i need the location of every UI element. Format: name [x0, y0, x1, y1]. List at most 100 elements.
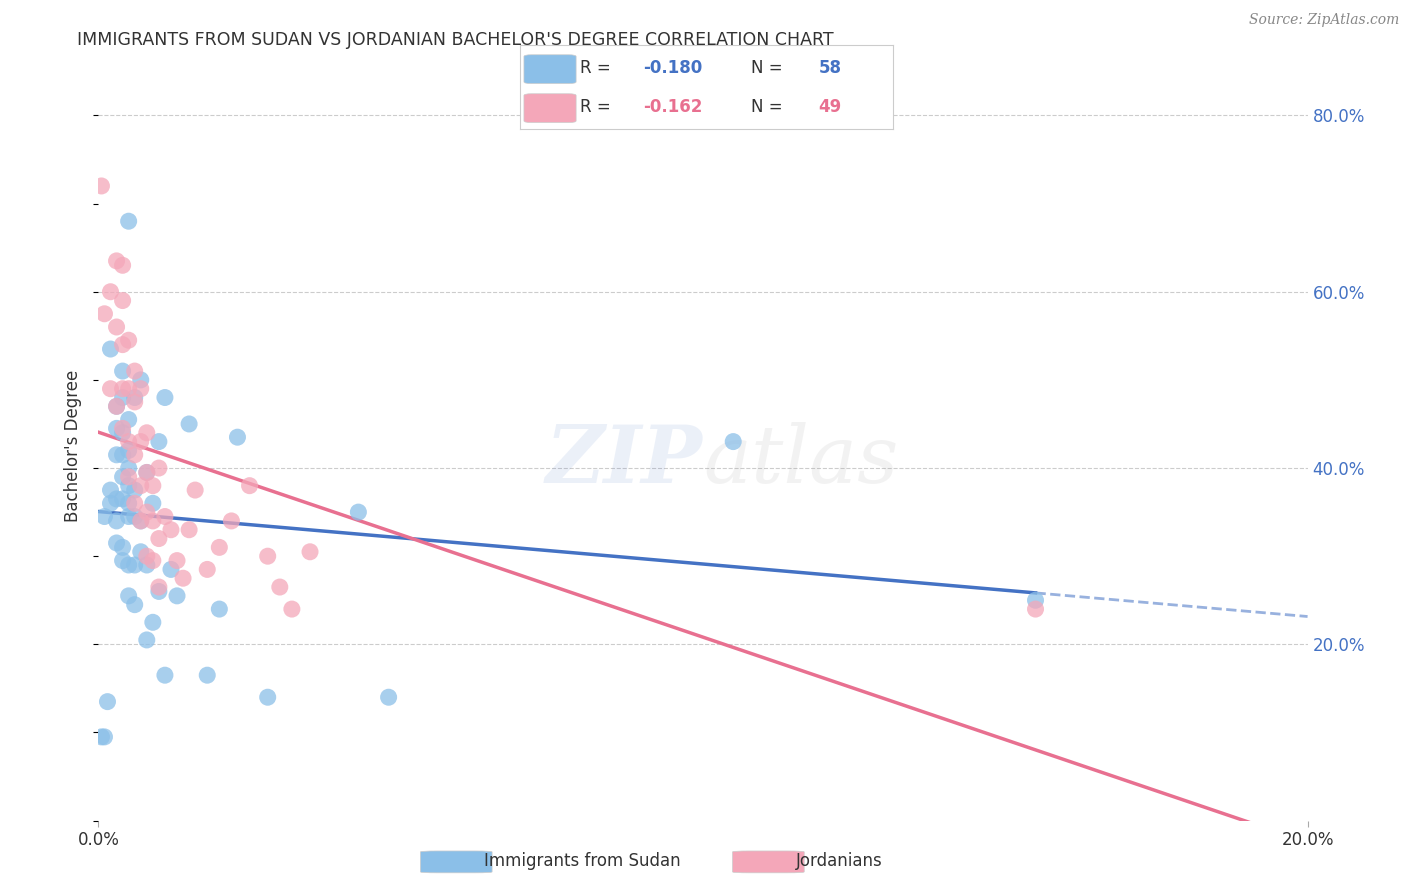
- Point: [179, 417, 201, 431]
- Text: Source: ZipAtlas.com: Source: ZipAtlas.com: [1249, 13, 1399, 28]
- Point: [377, 690, 399, 705]
- Point: [105, 320, 128, 334]
- Point: [124, 598, 146, 612]
- Point: [129, 514, 152, 528]
- Point: [129, 545, 152, 559]
- Point: [100, 342, 122, 356]
- Point: [118, 478, 141, 492]
- Point: [153, 391, 176, 405]
- Point: [166, 589, 188, 603]
- Point: [124, 395, 146, 409]
- Point: [269, 580, 291, 594]
- Point: [195, 562, 218, 576]
- Point: [124, 391, 146, 405]
- Point: [111, 337, 134, 351]
- Point: [160, 523, 183, 537]
- Point: [124, 483, 146, 497]
- Point: [124, 496, 146, 510]
- Point: [124, 364, 146, 378]
- Point: [111, 448, 134, 462]
- Point: [221, 514, 243, 528]
- Point: [118, 412, 141, 426]
- Point: [179, 523, 201, 537]
- Point: [148, 584, 170, 599]
- Point: [347, 505, 370, 519]
- Point: [135, 558, 157, 572]
- Point: [93, 509, 115, 524]
- Point: [135, 466, 157, 480]
- Point: [124, 448, 146, 462]
- Point: [142, 615, 165, 630]
- Point: [148, 532, 170, 546]
- Point: [118, 496, 141, 510]
- Point: [118, 470, 141, 484]
- Point: [111, 541, 134, 555]
- FancyBboxPatch shape: [420, 851, 492, 872]
- Point: [118, 214, 141, 228]
- Point: [90, 730, 112, 744]
- Text: atlas: atlas: [703, 422, 898, 500]
- FancyBboxPatch shape: [524, 94, 576, 122]
- Text: R =: R =: [579, 60, 616, 78]
- Point: [256, 690, 278, 705]
- Point: [96, 695, 118, 709]
- Point: [208, 541, 231, 555]
- Point: [118, 558, 141, 572]
- Point: [148, 580, 170, 594]
- Point: [129, 514, 152, 528]
- Point: [90, 178, 112, 193]
- Point: [142, 478, 165, 492]
- Point: [129, 373, 152, 387]
- Text: IMMIGRANTS FROM SUDAN VS JORDANIAN BACHELOR'S DEGREE CORRELATION CHART: IMMIGRANTS FROM SUDAN VS JORDANIAN BACHE…: [77, 31, 834, 49]
- Text: N =: N =: [751, 60, 789, 78]
- Point: [100, 496, 122, 510]
- FancyBboxPatch shape: [733, 851, 804, 872]
- FancyBboxPatch shape: [524, 54, 576, 84]
- Point: [111, 553, 134, 567]
- Point: [93, 307, 115, 321]
- Point: [184, 483, 207, 497]
- Point: [100, 483, 122, 497]
- Point: [166, 553, 188, 567]
- Point: [111, 391, 134, 405]
- Point: [195, 668, 218, 682]
- Point: [135, 632, 157, 647]
- Point: [111, 382, 134, 396]
- Point: [105, 400, 128, 414]
- Point: [135, 549, 157, 564]
- Text: R =: R =: [579, 98, 616, 116]
- Point: [148, 461, 170, 475]
- Point: [281, 602, 304, 616]
- Text: Immigrants from Sudan: Immigrants from Sudan: [484, 852, 681, 870]
- Point: [118, 443, 141, 458]
- Text: Jordanians: Jordanians: [796, 852, 883, 870]
- Point: [111, 293, 134, 308]
- Point: [105, 421, 128, 435]
- Point: [105, 253, 128, 268]
- Point: [256, 549, 278, 564]
- Point: [111, 364, 134, 378]
- Point: [118, 333, 141, 347]
- Point: [299, 545, 322, 559]
- Point: [148, 434, 170, 449]
- Point: [153, 668, 176, 682]
- Text: 58: 58: [818, 60, 841, 78]
- Point: [100, 382, 122, 396]
- Point: [124, 558, 146, 572]
- Point: [105, 536, 128, 550]
- Point: [111, 425, 134, 440]
- Text: -0.180: -0.180: [643, 60, 703, 78]
- Point: [105, 400, 128, 414]
- Point: [129, 434, 152, 449]
- Point: [135, 425, 157, 440]
- Point: [105, 448, 128, 462]
- Point: [1024, 602, 1046, 616]
- Point: [129, 382, 152, 396]
- Point: [118, 589, 141, 603]
- Point: [142, 496, 165, 510]
- Point: [1024, 593, 1046, 607]
- Point: [118, 434, 141, 449]
- Point: [118, 382, 141, 396]
- Point: [118, 461, 141, 475]
- Point: [111, 258, 134, 272]
